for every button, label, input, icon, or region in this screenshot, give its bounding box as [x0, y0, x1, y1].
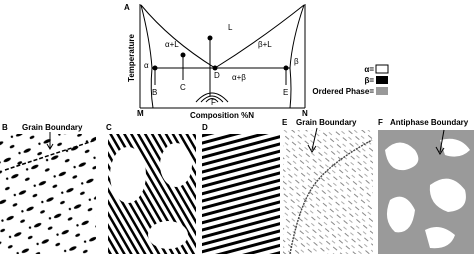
- legend-label: α=: [364, 65, 374, 74]
- grain: [148, 221, 188, 249]
- x-axis-label: Composition %N: [190, 111, 254, 120]
- liquidus: [140, 4, 305, 69]
- micrograph: [202, 134, 280, 254]
- region-label: β+L: [258, 40, 272, 49]
- legend-swatch: [376, 76, 388, 84]
- point-label: F: [211, 98, 216, 107]
- caption: Grain Boundary: [22, 123, 83, 132]
- grain: [110, 147, 146, 203]
- arrow: [307, 127, 318, 153]
- caption: Antiphase Boundary: [390, 118, 469, 127]
- axis-end: M: [137, 109, 144, 118]
- point-label: C: [180, 83, 186, 92]
- micrograph: [0, 134, 96, 254]
- region-label: α+L: [165, 40, 179, 49]
- solidus-left: [140, 4, 154, 109]
- panel-f: F Antiphase Boundary: [378, 118, 474, 254]
- panel-c: C: [106, 123, 196, 254]
- panel-d: D: [202, 123, 280, 254]
- legend-label: β=: [364, 76, 374, 85]
- y-axis-label: Temperature: [127, 34, 136, 82]
- region-label: α+β: [232, 73, 246, 82]
- axis-end: N: [302, 109, 308, 118]
- point-label: D: [214, 71, 220, 80]
- arrow: [435, 129, 445, 155]
- grain: [160, 143, 192, 187]
- boundary: [4, 139, 97, 171]
- panel-label: E: [282, 118, 288, 127]
- domain: [385, 138, 470, 249]
- caption: Grain Boundary: [296, 118, 357, 127]
- panel-label: C: [106, 123, 112, 132]
- panel-label: D: [202, 123, 208, 132]
- panel-label: A: [124, 3, 130, 12]
- region-label: L: [228, 23, 233, 32]
- legend-swatch: [375, 64, 389, 74]
- phase-diagram: A Temperature L α+L β+L α β α+β B C D E …: [124, 3, 389, 120]
- point: [212, 65, 218, 71]
- region-label: β: [294, 57, 299, 66]
- point-label: B: [152, 88, 157, 97]
- panel-label: B: [2, 123, 8, 132]
- legend-swatch: [376, 87, 388, 95]
- panel-e: E Grain Boundary: [282, 118, 373, 254]
- point-label: E: [283, 88, 288, 97]
- solidus-right: [289, 4, 305, 109]
- panel-label: F: [378, 118, 383, 127]
- region-label: α: [144, 61, 149, 70]
- panel-b: B Grain Boundary: [0, 123, 97, 254]
- dome: [195, 92, 229, 103]
- boundary: [289, 139, 373, 254]
- micrograph: [283, 130, 373, 254]
- arrow: [46, 132, 54, 150]
- legend-label: Ordered Phase=: [312, 87, 374, 96]
